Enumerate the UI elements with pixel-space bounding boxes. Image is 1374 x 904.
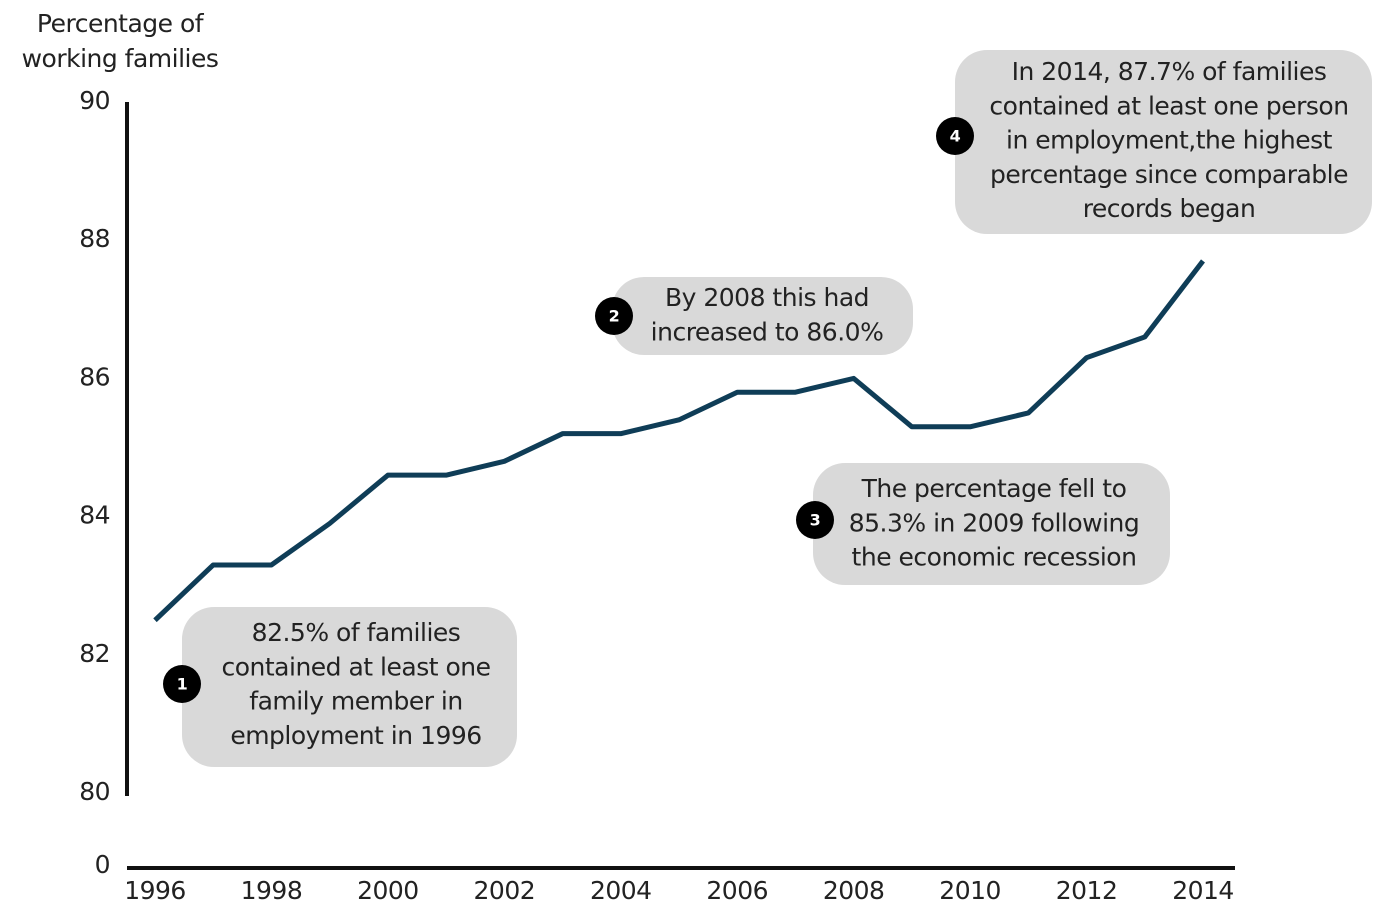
x-tick-label: 2000 <box>357 876 419 904</box>
y-axis-title: Percentage of <box>37 9 205 38</box>
annotation-marker <box>796 501 834 539</box>
annotation-text: By 2008 this had <box>665 283 869 312</box>
x-tick-label: 2004 <box>590 876 652 904</box>
annotation-marker <box>936 117 974 155</box>
annotation-text: records began <box>1083 194 1256 223</box>
annotation-text: contained at least one person <box>989 91 1348 120</box>
annotation-text: 85.3% in 2009 following <box>849 508 1140 537</box>
x-tick-label: 2012 <box>1056 876 1118 904</box>
y-tick-label: 82 <box>79 639 110 668</box>
y-tick-label: 86 <box>79 362 110 391</box>
annotation-number: 4 <box>950 127 961 146</box>
annotation-box <box>182 607 517 767</box>
annotation-text: employment in 1996 <box>230 721 481 750</box>
y-tick-label: 90 <box>79 86 110 115</box>
annotation-text: increased to 86.0% <box>651 317 884 346</box>
annotation-number: 3 <box>810 511 821 530</box>
annotation-text: The percentage fell to <box>861 474 1127 503</box>
annotation-text: the economic recession <box>852 543 1137 572</box>
x-tick-label: 2002 <box>474 876 536 904</box>
x-tick-label: 1996 <box>124 876 186 904</box>
annotation-text: family member in <box>249 687 462 716</box>
x-tick-label: 2014 <box>1172 876 1234 904</box>
y-tick-label: 80 <box>79 777 110 806</box>
annotation-text: contained at least one <box>221 652 490 681</box>
annotation-text: 82.5% of families <box>252 618 461 647</box>
annotation-box <box>612 277 913 355</box>
annotation-text: percentage since comparable <box>990 160 1348 189</box>
annotation-number: 1 <box>177 675 188 694</box>
y-tick-label: 88 <box>79 224 110 253</box>
annotation-number: 2 <box>609 307 620 326</box>
y-axis-title: working families <box>22 44 219 73</box>
annotation-marker <box>595 297 633 335</box>
y-tick-label: 0 <box>95 850 110 879</box>
annotation-text: in employment,the highest <box>1006 126 1333 155</box>
x-tick-label: 1998 <box>241 876 303 904</box>
x-tick-label: 2010 <box>939 876 1001 904</box>
line <box>153 259 1205 623</box>
annotation-box <box>955 50 1372 234</box>
annotation-text: In 2014, 87.7% of families <box>1012 57 1327 86</box>
annotation-marker <box>163 665 201 703</box>
x-tick-label: 2006 <box>706 876 768 904</box>
x-tick-label: 2008 <box>823 876 885 904</box>
y-tick-label: 84 <box>79 501 110 530</box>
annotation-box <box>813 463 1170 585</box>
